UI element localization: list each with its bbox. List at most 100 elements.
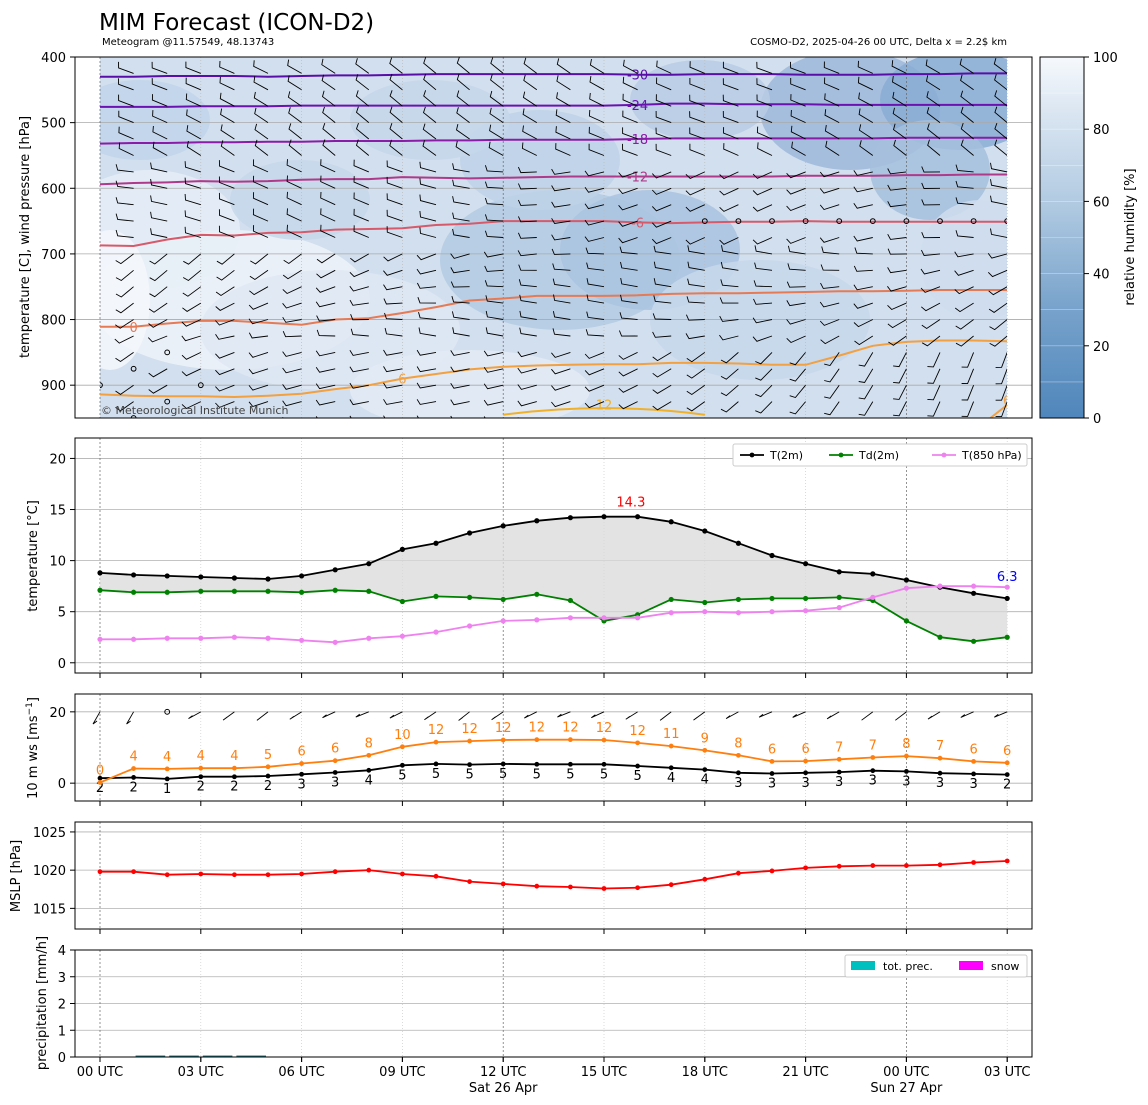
wind-barb [215,351,235,359]
wind-barb [555,143,571,156]
wind-barb [252,192,269,206]
wind-barb [218,225,235,238]
ws-value-label: 5 [533,767,541,782]
wind-barb [686,384,706,396]
wind-barb [386,226,403,238]
wind-barb [620,294,638,304]
wind-barb [858,108,874,123]
wind-barb [383,366,403,373]
ws-series-point [265,773,271,779]
gust-value-label: 12 [529,721,546,736]
wind-barb [719,315,739,322]
wind-barb [451,295,470,304]
wind-barb [960,74,974,91]
wind-barb [452,212,470,222]
y-tick-label: 1025 [33,826,66,841]
wind-barb [995,401,1007,418]
isotherm-label: -12 [627,170,648,185]
wind-barb [181,368,201,377]
wind-barb [755,401,773,414]
wind-barb [722,94,739,107]
mslp-point [433,873,439,879]
wind-barb [920,249,941,256]
mslp-panel: 1015 1020 1025 MSLP [hPa] [9,821,1033,934]
wind-barb [300,57,302,58]
mslp-point [299,871,304,877]
t-850-hpa--point [769,609,775,615]
gust-value-label: 6 [768,742,776,757]
td-2m--point [567,597,574,604]
wind-barb [219,76,235,91]
wind-barb [423,57,437,74]
wind-barb [248,351,269,358]
ws-value-label: 3 [969,777,977,792]
t-850-hpa--point [265,635,271,641]
gust-series-point [400,744,405,750]
wind-barb [315,286,336,293]
wind-barb [115,302,134,314]
wind-barb [517,400,537,407]
wind-barb [686,368,706,379]
precipitation-bar [236,1055,266,1057]
ws-value-label: 5 [398,768,406,783]
wind-barb [921,232,941,239]
wind-barb [687,261,705,271]
temperature-annotation: 6.3 [997,570,1018,585]
wind-barb [320,224,336,238]
wind-barb [321,90,336,107]
surface-wind-barb [725,711,739,719]
gust-value-label: 7 [936,739,944,754]
wind-barb [887,168,907,175]
wind-barb [656,77,672,91]
wind-barb [720,279,739,288]
wind-barb [719,297,739,304]
wind-barb [652,401,672,411]
precipitation-y-label: precipitation [mm/h] [35,936,50,1070]
wind-barb [824,384,840,399]
colorbar-tick-label: 100 [1093,51,1118,66]
wind-barb [151,94,168,107]
legend-marker [749,452,755,458]
wind-barb [185,61,201,74]
wind-barb [386,193,403,206]
wind-barb [115,197,134,206]
wind-barb [252,225,269,238]
wind-barb [419,227,437,238]
wind-barb [249,417,268,418]
wind-barb [955,230,974,238]
colorbar-label: relative humidity [%] [1123,168,1138,305]
wind-barb [993,57,1007,74]
ws-series-point [870,768,876,774]
ws-value-label: 3 [835,775,843,790]
wind-barb [791,141,806,156]
gust-series-point [164,766,170,772]
wind-barb [787,245,806,255]
humidity-blob [230,160,370,240]
wind-barb [450,281,470,288]
humidity-blob [870,120,990,220]
wind-calm-circle [735,218,742,224]
surface-wind-barb [458,711,470,721]
wind-barb [456,57,470,74]
gust-value-label: 5 [264,748,272,763]
wind-barb [490,57,504,74]
td-2m--point [131,589,137,595]
t-2m--point [803,561,809,567]
ws-value-label: 2 [230,780,238,795]
wind-barb [973,417,974,418]
wind-barb [584,351,605,359]
wind-barb [752,317,773,324]
wind-barb [519,327,537,337]
wind-barb [383,253,403,262]
wind-barb [389,106,403,123]
wind-barb [872,417,873,418]
wind-barb [755,384,773,398]
mslp-y-label: MSLP [hPa] [9,840,24,912]
wind-barb [455,123,470,140]
wind-barb [720,401,739,413]
wind-barb [118,142,134,156]
ws-series-point [299,771,304,777]
wind-barb [719,171,739,180]
wind-barb [450,382,470,389]
ws-series-point [668,765,674,771]
